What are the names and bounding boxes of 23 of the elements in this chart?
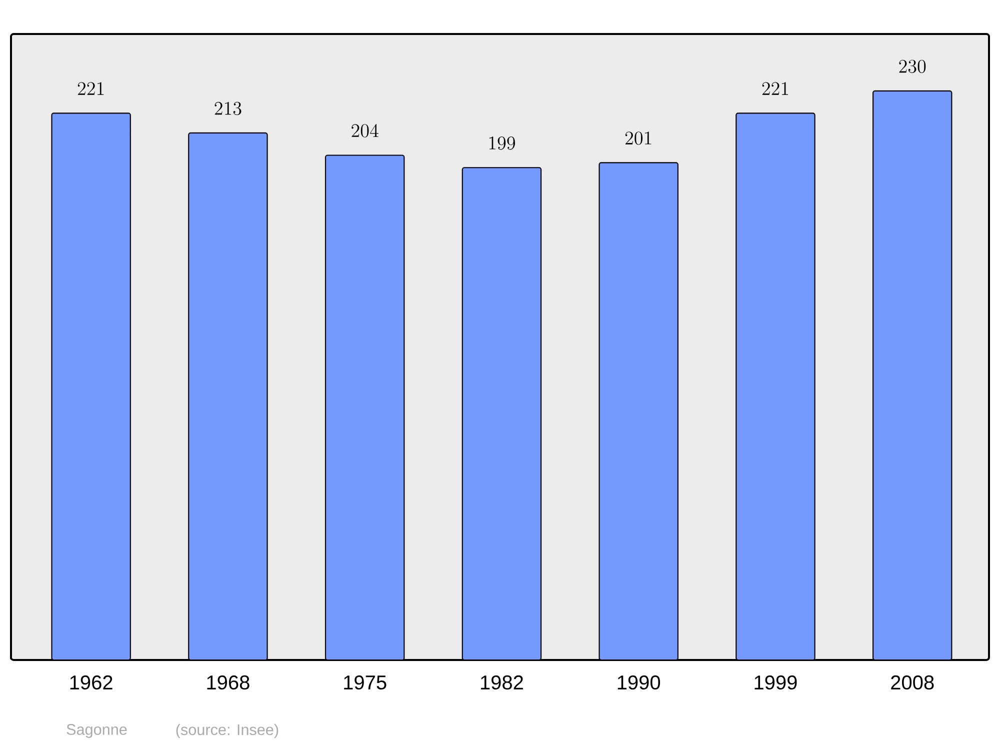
- data-label: 230: [899, 60, 926, 73]
- bar: [598, 162, 678, 660]
- data-label: 201: [625, 132, 652, 145]
- bar: [462, 167, 542, 660]
- bar: [188, 132, 268, 660]
- x-tick-label: 1975: [344, 675, 386, 690]
- x-tick-label: 2008: [891, 675, 934, 690]
- x-tick-label: 1968: [207, 675, 250, 690]
- data-label: 221: [762, 82, 788, 95]
- text: Sagonne: [66, 724, 127, 738]
- x-tick-label: 1999: [754, 675, 797, 690]
- data-label: 213: [214, 102, 242, 116]
- bar: [736, 112, 816, 660]
- x-tick-label: 1990: [618, 675, 660, 690]
- bar: [324, 154, 405, 660]
- data-label: 199: [489, 136, 515, 150]
- bar: [872, 90, 952, 660]
- data-label: 221: [78, 82, 104, 95]
- text: (source: Insee): [176, 724, 278, 738]
- x-tick-label: 1982: [481, 675, 523, 690]
- x-tick-label: 1962: [70, 675, 112, 690]
- bar: [51, 112, 131, 660]
- data-label: 204: [352, 124, 378, 138]
